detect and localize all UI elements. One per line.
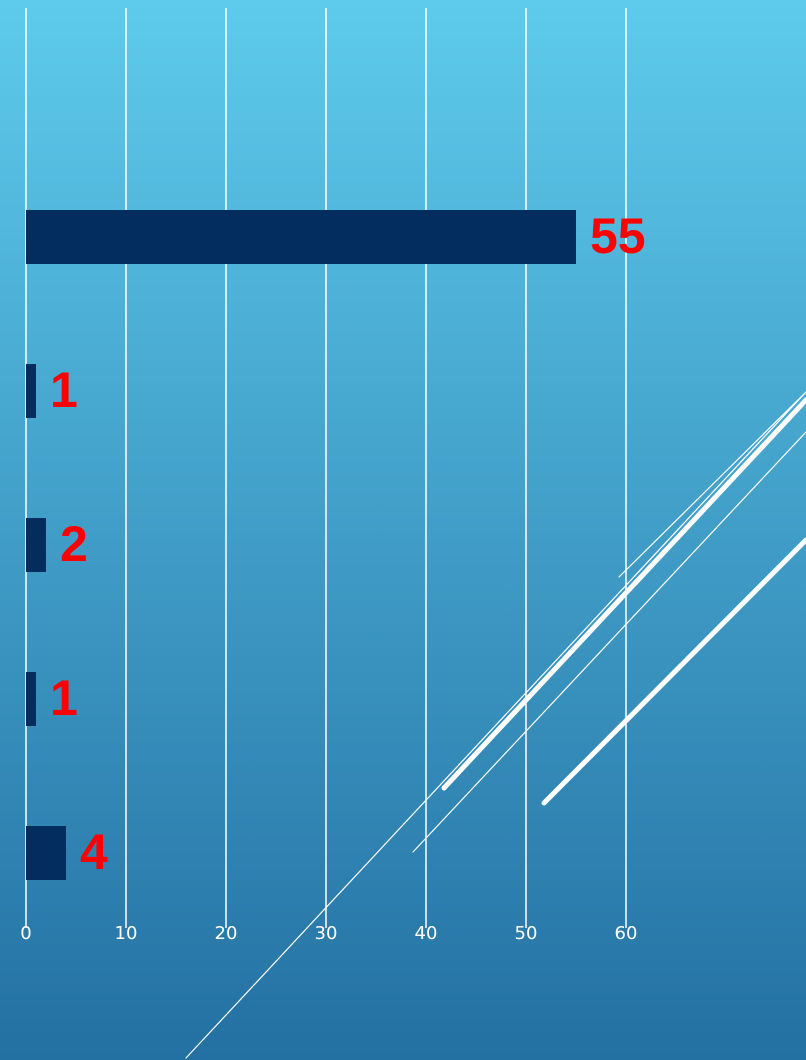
x-tick-label: 10 [115,923,138,944]
data-label: 1 [50,362,78,418]
x-tick-label: 60 [615,923,638,944]
bar [26,826,66,880]
data-label: 55 [590,208,646,264]
decoration [185,391,806,1059]
bar [26,364,36,418]
x-tick-label: 50 [515,923,538,944]
deco-line [541,537,806,806]
deco-line [441,397,806,791]
data-label: 1 [50,670,78,726]
bar [26,518,46,572]
bar [26,672,36,726]
x-tick-label: 30 [315,923,338,944]
x-tick-label: 20 [215,923,238,944]
data-label: 4 [80,824,108,880]
bar [26,210,576,264]
data-label: 2 [60,516,88,572]
x-tick-label: 40 [415,923,438,944]
deco-line [185,391,806,1059]
plot: 0 10 20 30 40 50 60 55 1 2 1 4 [20,8,646,944]
x-tick-label: 0 [20,923,31,944]
deco-line [412,431,806,853]
deco-line [618,391,806,578]
